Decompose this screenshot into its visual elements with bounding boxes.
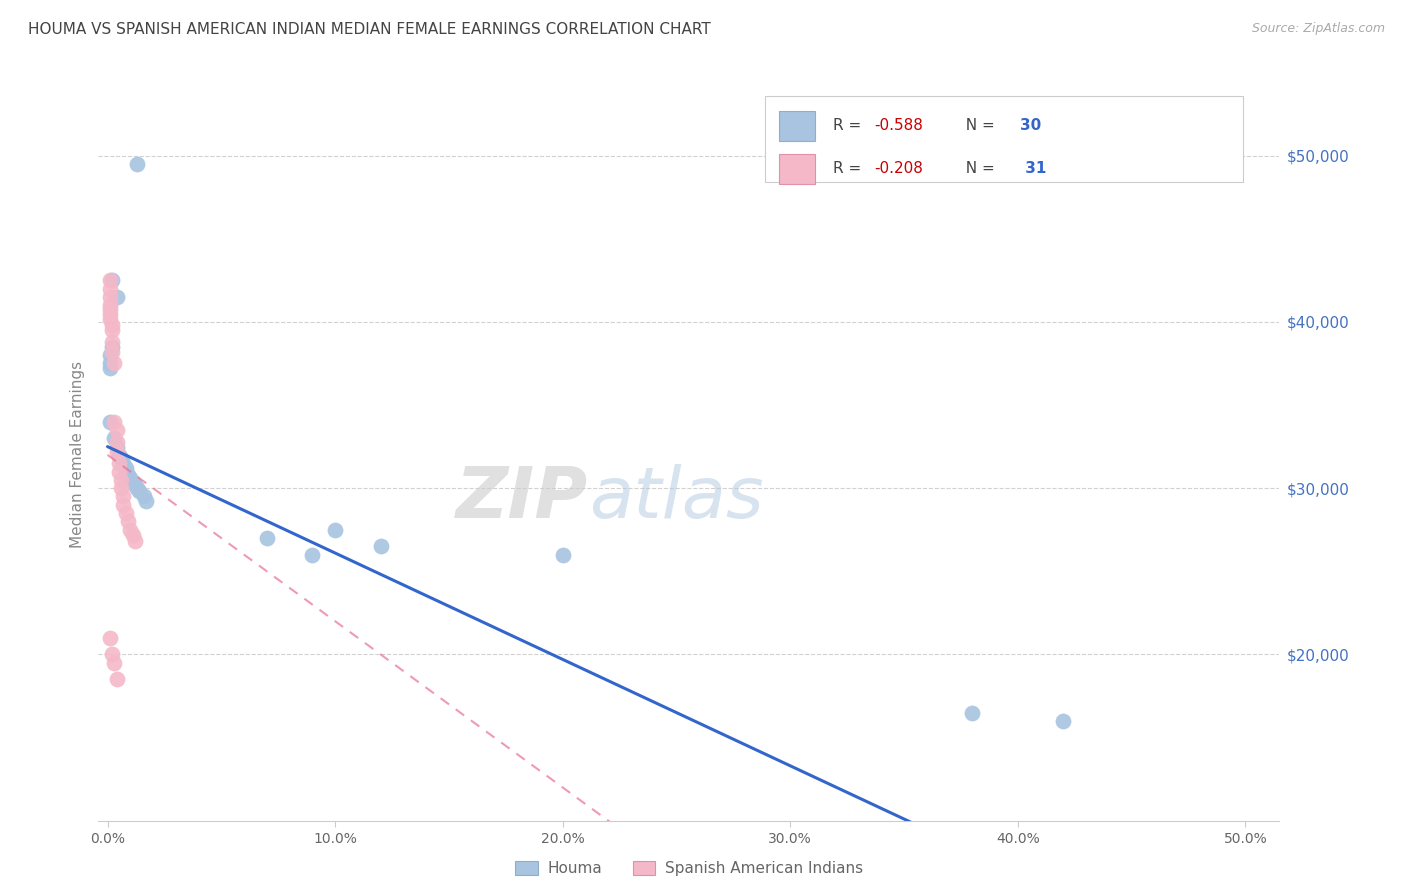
Point (132, 490, 155, 504)
Text: -0.208: -0.208 (875, 161, 924, 177)
Text: Source: ZipAtlas.com: Source: ZipAtlas.com (1251, 22, 1385, 36)
Point (323, 523, 346, 537)
Point (98, 282, 121, 296)
Point (110, 481, 132, 495)
Point (101, 318, 124, 333)
Point (101, 323, 124, 337)
Text: R =: R = (834, 161, 866, 177)
Point (114, 461, 136, 475)
Point (98, 361, 121, 376)
Point (103, 656, 125, 670)
Point (98, 415, 121, 429)
Legend: Houma, Spanish American Indians: Houma, Spanish American Indians (509, 855, 869, 882)
Point (103, 431, 125, 445)
Point (110, 473, 132, 487)
FancyBboxPatch shape (779, 154, 815, 184)
Point (124, 478, 146, 492)
Point (105, 290, 128, 304)
Point (301, 548, 323, 562)
Point (108, 456, 131, 470)
Bar (765, 95, 1243, 182)
Point (98, 631, 121, 645)
Point (103, 357, 125, 371)
Point (105, 673, 128, 687)
Point (105, 434, 128, 449)
Text: 30: 30 (1019, 119, 1042, 133)
Point (120, 471, 142, 485)
Point (101, 334, 124, 349)
Point (112, 498, 135, 512)
Point (108, 448, 131, 462)
Point (128, 484, 150, 499)
Text: N =: N = (956, 161, 1000, 177)
Point (551, 548, 574, 562)
Point (112, 456, 135, 470)
Text: atlas: atlas (589, 465, 763, 533)
Point (105, 444, 128, 458)
Text: -0.588: -0.588 (875, 119, 924, 133)
Point (1052, 714, 1074, 728)
Point (101, 344, 124, 359)
Point (114, 506, 136, 520)
Text: ZIP: ZIP (457, 465, 589, 533)
Point (127, 157, 149, 171)
Point (108, 465, 131, 479)
Point (117, 515, 139, 529)
Point (98, 290, 121, 304)
Point (370, 539, 392, 553)
Point (98, 273, 121, 287)
Text: N =: N = (956, 119, 1000, 133)
Point (121, 475, 143, 489)
Point (101, 340, 124, 354)
Point (256, 531, 278, 545)
Point (135, 494, 157, 508)
Point (120, 523, 142, 537)
Point (105, 423, 128, 437)
Text: HOUMA VS SPANISH AMERICAN INDIAN MEDIAN FEMALE EARNINGS CORRELATION CHART: HOUMA VS SPANISH AMERICAN INDIAN MEDIAN … (28, 22, 711, 37)
Point (98, 301, 121, 316)
Point (98, 348, 121, 362)
FancyBboxPatch shape (779, 111, 815, 141)
Point (962, 706, 984, 720)
Point (105, 440, 128, 454)
Point (112, 490, 135, 504)
Point (124, 534, 146, 549)
Point (98, 307, 121, 321)
Point (98, 357, 121, 371)
Point (121, 527, 143, 541)
Y-axis label: Median Female Earnings: Median Female Earnings (70, 361, 86, 549)
Point (110, 451, 132, 466)
Point (98, 298, 121, 312)
Point (103, 415, 125, 429)
Point (127, 481, 149, 495)
Text: R =: R = (834, 119, 866, 133)
Point (101, 273, 124, 287)
Point (117, 467, 139, 482)
Point (114, 465, 136, 479)
Point (101, 648, 124, 662)
Point (98, 311, 121, 326)
Text: 31: 31 (1019, 161, 1046, 177)
